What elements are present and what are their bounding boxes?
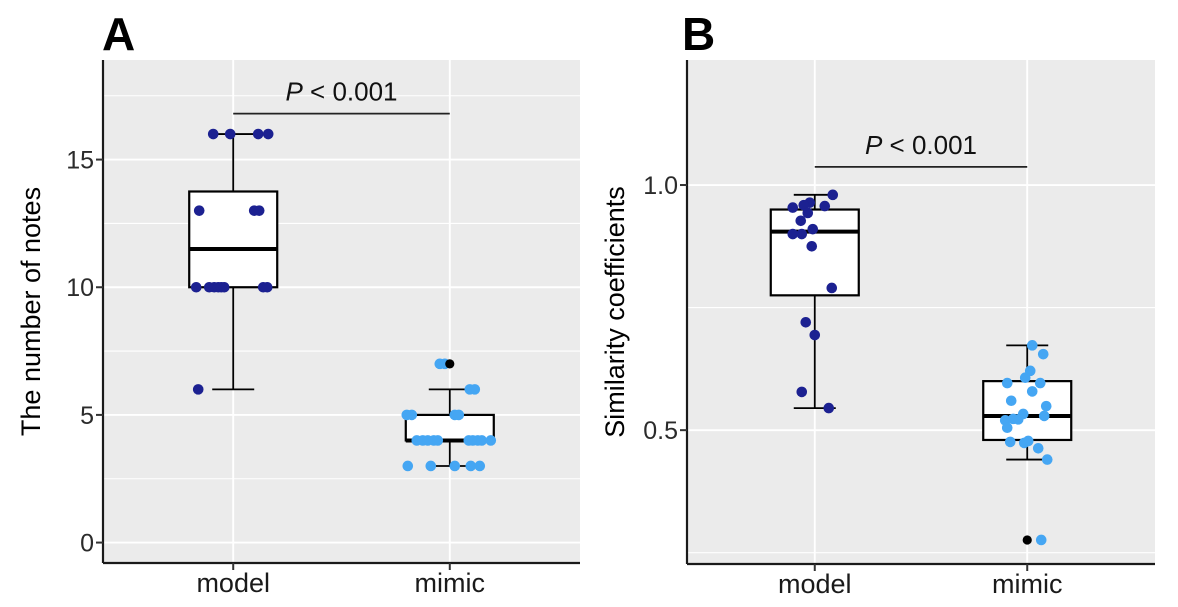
jitter-point-model <box>819 200 831 212</box>
jitter-point-model <box>261 281 273 293</box>
jitter-point-model <box>809 329 821 341</box>
jitter-point-mimic <box>476 435 488 446</box>
jitter-point-model <box>262 128 274 140</box>
x-category-label-mimic: mimic <box>415 568 485 598</box>
jitter-point-model <box>224 128 236 140</box>
y-axis-title: The number of notes <box>16 187 46 436</box>
jitter-point-model <box>807 223 819 235</box>
jitter-point-mimic <box>1041 454 1053 465</box>
panel-letter-b: B <box>682 8 715 60</box>
jitter-point-mimic <box>402 460 414 472</box>
p-value-symbol: P <box>285 77 303 107</box>
p-value-comparison: < 0.001 <box>882 130 977 160</box>
box-model <box>769 208 860 297</box>
p-value-label: P < 0.001 <box>865 130 977 160</box>
jitter-point-model <box>802 207 814 219</box>
y-tick-label: 10 <box>66 274 94 302</box>
jitter-point-mimic <box>1034 377 1046 389</box>
jitter-point-model <box>796 386 808 398</box>
y-tick-label: 5 <box>80 402 94 430</box>
y-tick-label: 0.5 <box>643 417 678 445</box>
jitter-point-mimic <box>465 460 477 472</box>
jitter-point-model <box>798 199 810 211</box>
jitter-point-mimic <box>1040 400 1052 412</box>
jitter-point-mimic <box>474 460 486 472</box>
outlier-point-mimic <box>445 359 455 369</box>
jitter-point-model <box>190 281 202 293</box>
jitter-point-mimic <box>1005 395 1017 407</box>
p-value-label: P < 0.001 <box>285 77 397 107</box>
jitter-point-model <box>193 205 205 216</box>
panel-letter-a: A <box>102 8 135 60</box>
jitter-point-model <box>806 241 818 252</box>
jitter-point-mimic <box>1032 442 1044 454</box>
jitter-point-model <box>826 282 838 294</box>
jitter-point-mimic <box>1004 436 1016 448</box>
jitter-point-mimic <box>1018 437 1030 449</box>
jitter-point-mimic <box>1038 410 1050 422</box>
jitter-point-mimic <box>432 435 444 446</box>
jitter-point-model <box>253 205 265 216</box>
jitter-point-mimic <box>1026 340 1038 351</box>
jitter-point-model <box>218 281 230 293</box>
jitter-point-model <box>207 128 219 140</box>
box-model <box>188 190 279 289</box>
jitter-point-mimic <box>1037 348 1049 360</box>
x-category-label-model: model <box>778 569 852 599</box>
jitter-point-model <box>823 402 835 414</box>
jitter-point-mimic <box>1035 534 1047 546</box>
jitter-point-mimic <box>1001 377 1013 389</box>
jitter-point-mimic <box>485 435 497 446</box>
panel-a-background <box>103 60 580 563</box>
outlier-point-mimic <box>1022 535 1032 545</box>
jitter-point-model <box>787 228 799 240</box>
jitter-point-model <box>252 128 264 140</box>
p-value-symbol: P <box>865 130 883 160</box>
jitter-point-mimic <box>1001 422 1013 434</box>
x-category-label-mimic: mimic <box>992 569 1062 599</box>
jitter-point-mimic <box>1026 386 1038 397</box>
jitter-point-model <box>192 384 204 395</box>
jitter-point-mimic <box>469 384 481 395</box>
jitter-point-model <box>800 316 812 328</box>
panel-b-background <box>687 60 1155 564</box>
jitter-point-mimic <box>406 409 418 421</box>
jitter-point-mimic <box>1007 413 1019 425</box>
y-tick-label: 15 <box>66 147 94 175</box>
jitter-point-model <box>795 215 807 227</box>
jitter-point-mimic <box>425 460 437 472</box>
y-tick-label: 0 <box>80 530 94 558</box>
jitter-point-mimic <box>449 460 461 472</box>
jitter-point-model <box>787 202 799 213</box>
jitter-point-mimic <box>453 409 465 421</box>
jitter-point-model <box>796 228 808 240</box>
jitter-point-model <box>827 189 839 201</box>
y-axis-title: Similarity coefficients <box>600 186 630 438</box>
y-tick-label: 1.0 <box>643 172 678 200</box>
p-value-comparison: < 0.001 <box>303 77 398 107</box>
x-category-label-model: model <box>196 568 270 598</box>
jitter-point-mimic <box>1019 372 1031 383</box>
